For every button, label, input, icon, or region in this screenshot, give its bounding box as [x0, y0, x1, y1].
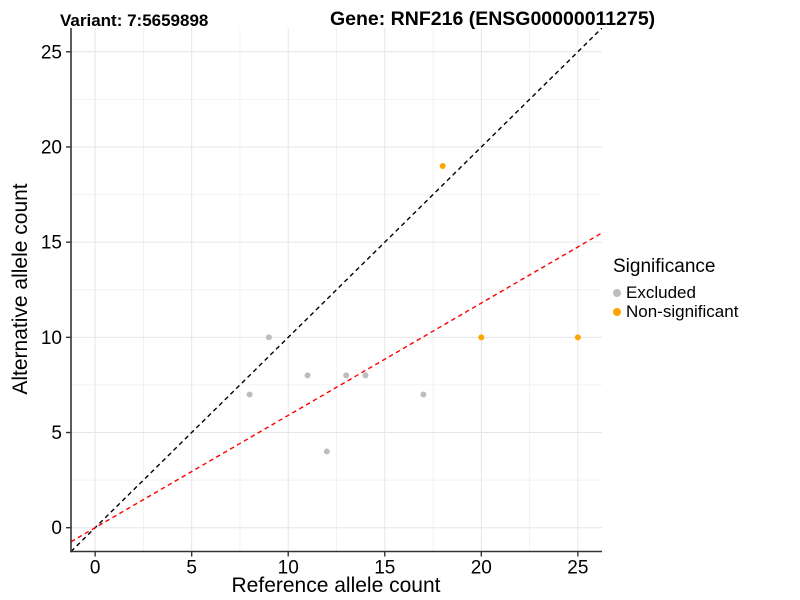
data-point-excluded [323, 448, 330, 455]
non-significant-dot-icon [613, 307, 621, 316]
plot-title-gene: Gene: RNF216 (ENSG00000011275) [330, 8, 656, 30]
legend-item-non-significant: Non-significant [613, 302, 738, 321]
x-tick-label: 25 [567, 558, 588, 579]
data-point-excluded [304, 372, 311, 379]
y-tick-label: 25 [41, 42, 62, 63]
data-point-excluded [420, 391, 427, 398]
data-point-excluded [246, 391, 253, 398]
y-tick-label: 15 [41, 233, 62, 254]
legend-title: Significance [613, 256, 716, 277]
y-tick-label: 20 [41, 137, 62, 158]
data-point-non-significant [574, 334, 581, 341]
expected-ratio-line [71, 232, 602, 543]
legend: Significance Excluded Non-significant [613, 256, 738, 321]
x-tick-label: 10 [278, 558, 299, 579]
x-axis-title: Reference allele count [231, 574, 441, 597]
x-tick-label: 20 [471, 558, 492, 579]
data-point-non-significant [478, 334, 485, 341]
x-tick-label: 5 [186, 558, 197, 579]
legend-item-excluded: Excluded [613, 283, 738, 302]
x-tick-label: 0 [90, 558, 101, 579]
y-tick-label: 0 [51, 518, 62, 539]
data-point-excluded [362, 372, 369, 379]
data-point-excluded [343, 372, 350, 379]
plot-title-variant: Variant: 7:5659898 [60, 11, 209, 30]
data-point-excluded [265, 334, 272, 341]
data-point-non-significant [439, 163, 446, 170]
excluded-dot-icon [613, 288, 621, 297]
y-tick-label: 10 [41, 328, 62, 349]
legend-item-label: Non-significant [626, 301, 739, 321]
y-tick-label: 5 [51, 423, 62, 444]
identity-line [71, 28, 602, 552]
legend-item-label: Excluded [626, 282, 696, 302]
x-tick-label: 15 [374, 558, 395, 579]
